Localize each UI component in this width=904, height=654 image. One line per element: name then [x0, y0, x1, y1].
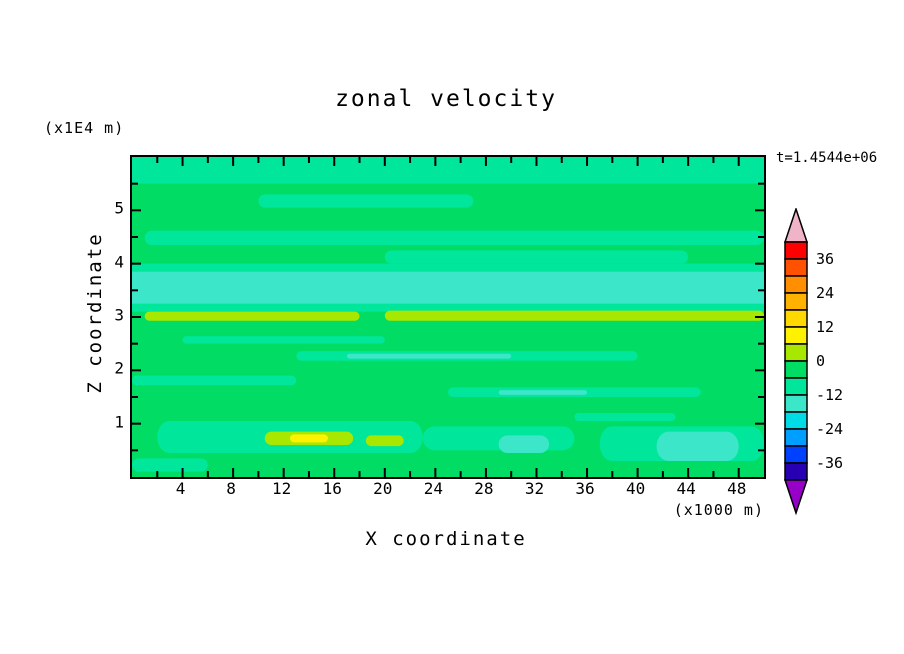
colorbar-segment — [784, 309, 808, 328]
colorbar-segment — [784, 462, 808, 481]
x-tick-label: 12 — [272, 479, 292, 498]
colorbar-segment — [784, 394, 808, 413]
y-tick-label: 5 — [114, 198, 124, 218]
colorbar-segment — [784, 360, 808, 379]
contour-field — [132, 157, 764, 477]
y-tick-label: 4 — [114, 252, 124, 272]
colorbar-tick-label: 24 — [816, 284, 834, 302]
x-tick-label: 40 — [625, 479, 646, 498]
x-tick-label: 44 — [676, 479, 696, 498]
colorbar-segment — [784, 258, 808, 277]
colorbar-bottom-arrow — [784, 479, 809, 516]
colorbar-segment — [784, 292, 808, 311]
contour-plot-frame — [130, 155, 766, 479]
x-tick-label: 4 — [175, 479, 186, 498]
colorbar-segment — [784, 377, 808, 396]
colorbar: 36 24 12 0 -12 -24 -36 — [784, 208, 843, 516]
x-axis-title: X coordinate — [365, 528, 527, 550]
time-annotation: t=1.4544e+06 — [776, 150, 878, 166]
colorbar-segment — [784, 326, 808, 345]
x-tick-label: 28 — [474, 479, 494, 498]
x-tick-label: 36 — [575, 479, 595, 498]
colorbar-segment — [784, 343, 808, 362]
colorbar-tick-label: 0 — [816, 352, 825, 370]
x-tick-label: 20 — [373, 479, 393, 498]
x-tick-label: 32 — [524, 479, 545, 498]
y-axis-tick-labels: 1 2 3 4 5 — [96, 155, 124, 475]
colorbar-tick-label: 12 — [816, 318, 834, 336]
x-tick-label: 8 — [226, 479, 236, 498]
colorbar-segment — [784, 275, 808, 294]
colorbar-tick-label: -12 — [816, 386, 843, 404]
x-tick-label: 24 — [423, 479, 443, 498]
chart-title: zonal velocity — [335, 86, 557, 112]
colorbar-tick-label: 36 — [816, 250, 834, 268]
colorbar-segment — [784, 411, 808, 430]
y-tick-label: 3 — [114, 305, 124, 325]
x-tick-label: 16 — [322, 479, 342, 498]
colorbar-segment — [784, 241, 808, 260]
x-axis-unit-label: (x1000 m) — [673, 501, 764, 519]
colorbar-top-arrow — [784, 208, 809, 243]
x-tick-label: 48 — [727, 479, 747, 498]
x-axis-tick-labels: 4 8 12 16 20 24 28 32 36 40 44 48 — [130, 479, 762, 499]
y-tick-label: 1 — [114, 412, 124, 432]
colorbar-tick-label: -24 — [816, 420, 843, 438]
colorbar-segment — [784, 428, 808, 447]
colorbar-segment — [784, 445, 808, 464]
colorbar-tick-label: -36 — [816, 454, 843, 472]
y-axis-unit-label: (x1E4 m) — [44, 119, 125, 137]
y-tick-label: 2 — [114, 358, 124, 378]
